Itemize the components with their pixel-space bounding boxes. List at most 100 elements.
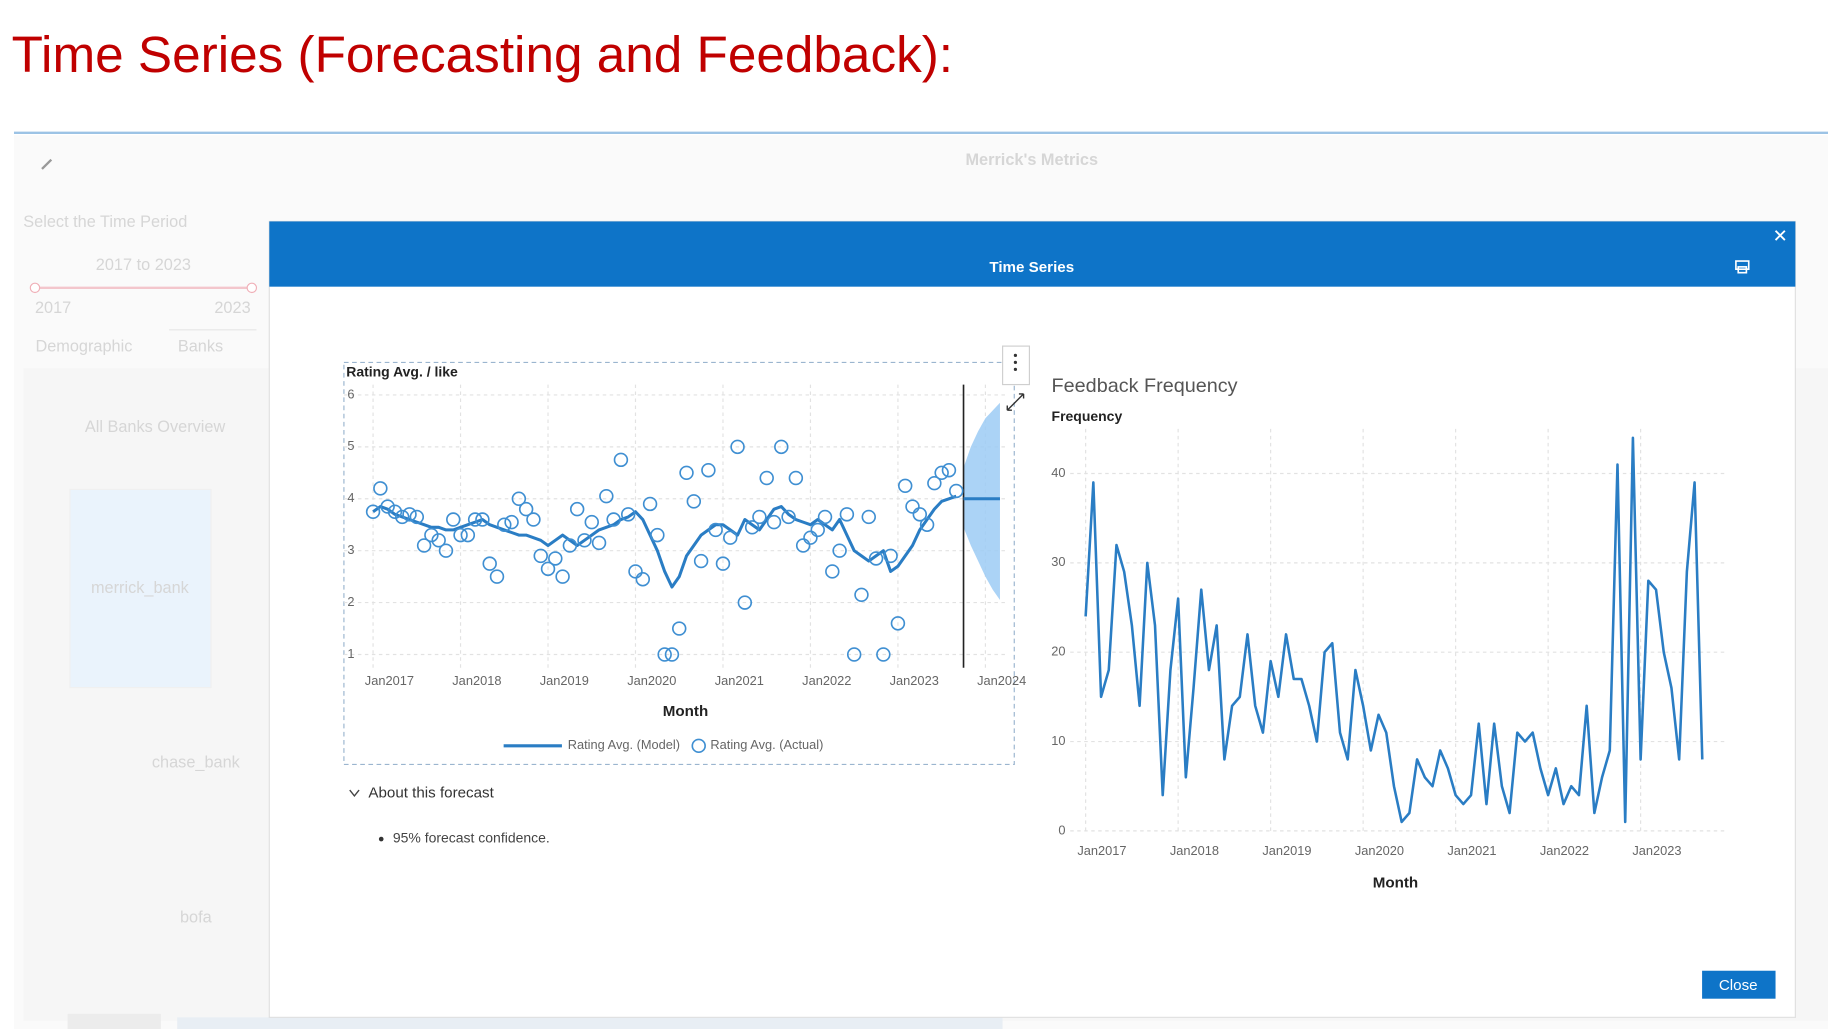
modal: Time Series Rating Avg. / like Month Abo… bbox=[268, 220, 1796, 1018]
plots: 1 2 3 4 5 6 Jan2017 Jan2018 Jan2019 Jan2020 Jan202… bbox=[343, 384, 1726, 858]
point bbox=[701, 462, 716, 478]
point bbox=[365, 504, 381, 519]
point bbox=[533, 548, 548, 564]
point bbox=[562, 538, 578, 553]
point bbox=[876, 647, 891, 662]
y-tick-label: 3 bbox=[347, 542, 354, 557]
point bbox=[526, 512, 541, 527]
point bbox=[744, 520, 760, 535]
slider-min: 2017 bbox=[35, 299, 71, 317]
point bbox=[635, 572, 651, 587]
point bbox=[854, 587, 869, 603]
point bbox=[650, 527, 665, 543]
point bbox=[693, 553, 709, 569]
point bbox=[518, 501, 534, 517]
point bbox=[810, 522, 825, 538]
point bbox=[949, 483, 964, 499]
x-tick-label: Jan2018 bbox=[452, 673, 501, 688]
point bbox=[467, 512, 483, 527]
print-icon[interactable] bbox=[1735, 260, 1750, 274]
point bbox=[795, 538, 811, 553]
point bbox=[737, 595, 753, 610]
point bbox=[569, 501, 585, 517]
point bbox=[460, 527, 476, 543]
tab: Demographic bbox=[35, 338, 132, 356]
y-tick-label: 0 bbox=[1058, 822, 1065, 837]
footer-bar bbox=[67, 1013, 161, 1029]
y-tick-label: 30 bbox=[1051, 554, 1065, 569]
point bbox=[897, 478, 913, 494]
point bbox=[817, 509, 833, 525]
bar-label: merrick_bank bbox=[91, 579, 190, 597]
point bbox=[839, 507, 855, 522]
point bbox=[599, 488, 614, 504]
bar bbox=[69, 488, 212, 689]
x-tick-label: Jan2024 bbox=[977, 673, 1026, 688]
x-tick-label: Jan2020 bbox=[627, 673, 676, 688]
modal-body bbox=[268, 220, 1796, 1018]
point bbox=[548, 551, 563, 566]
tab: Banks bbox=[178, 338, 223, 356]
point bbox=[912, 507, 928, 522]
point bbox=[591, 535, 607, 551]
point bbox=[540, 561, 556, 577]
y-tick-label: 1 bbox=[347, 646, 354, 661]
x-tick-label: Jan2021 bbox=[1447, 843, 1496, 858]
point bbox=[934, 465, 949, 481]
slide-title: Time Series (Forecasting and Feedback): bbox=[12, 26, 953, 83]
point bbox=[664, 647, 680, 662]
close-button[interactable]: Close bbox=[1702, 970, 1776, 999]
point bbox=[890, 616, 906, 631]
point bbox=[766, 514, 782, 530]
x-tick-label: Jan2022 bbox=[802, 673, 851, 688]
point bbox=[431, 533, 446, 548]
point bbox=[504, 514, 519, 530]
point bbox=[409, 509, 425, 525]
x-tick-label: Jan2022 bbox=[1540, 843, 1589, 858]
legend-marker bbox=[691, 738, 706, 754]
point bbox=[380, 499, 395, 514]
dashboard-title: Merrick's Metrics bbox=[965, 151, 1098, 169]
point bbox=[606, 512, 621, 527]
point bbox=[941, 462, 957, 478]
point bbox=[708, 522, 723, 538]
x-tick-label: Jan2021 bbox=[715, 673, 764, 688]
point bbox=[416, 538, 432, 553]
panel-title: All Banks Overview bbox=[85, 418, 226, 436]
note-heading[interactable]: About this forecast bbox=[368, 785, 494, 802]
range-label: 2017 to 2023 bbox=[96, 256, 191, 274]
bar-label: chase_bank bbox=[152, 754, 241, 772]
point bbox=[730, 439, 745, 455]
bullet bbox=[378, 836, 384, 842]
legend-label: Rating Avg. (Model) bbox=[568, 737, 680, 752]
chevron[interactable] bbox=[349, 789, 360, 798]
point bbox=[723, 530, 738, 545]
x-axis-title: Month bbox=[663, 703, 708, 720]
point bbox=[715, 556, 731, 571]
point bbox=[475, 512, 490, 527]
point bbox=[424, 527, 439, 543]
chart-title: Feedback Frequency bbox=[1052, 375, 1238, 397]
slider-handle bbox=[29, 282, 41, 294]
point bbox=[373, 481, 388, 496]
x-tick-label: Jan2017 bbox=[365, 673, 414, 688]
x-tick-label: Jan2017 bbox=[1077, 843, 1126, 858]
point bbox=[832, 543, 847, 558]
chart-menu[interactable] bbox=[1002, 345, 1030, 386]
point bbox=[387, 504, 403, 519]
slider-max: 2023 bbox=[214, 299, 250, 317]
close-button-label[interactable]: Close bbox=[1719, 977, 1758, 994]
y-tick-label: 10 bbox=[1051, 733, 1065, 748]
point bbox=[905, 499, 920, 514]
x-axis-title: Month bbox=[1373, 874, 1418, 891]
point bbox=[446, 512, 461, 527]
maximize-icon[interactable] bbox=[1006, 393, 1025, 411]
line bbox=[1084, 436, 1704, 824]
y-tick-label: 6 bbox=[347, 386, 354, 401]
point bbox=[613, 452, 629, 468]
point bbox=[489, 569, 505, 584]
y-tick-label: 4 bbox=[347, 490, 354, 505]
point bbox=[620, 507, 636, 522]
slider-handle bbox=[246, 282, 258, 294]
close-icon[interactable] bbox=[1774, 230, 1786, 241]
